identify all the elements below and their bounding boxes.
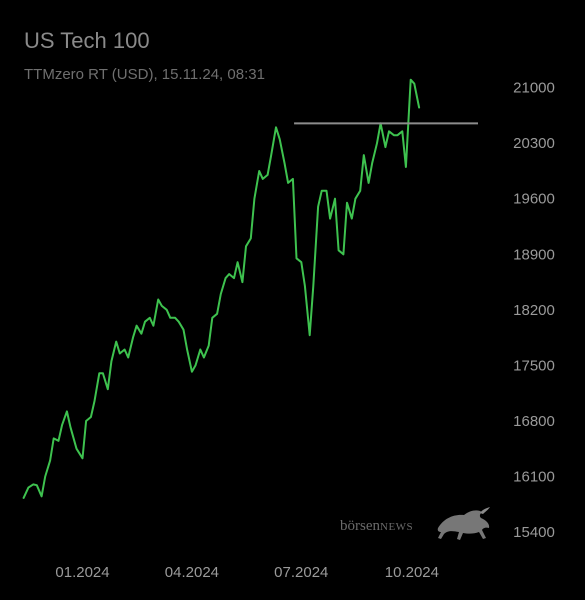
y-tick-label: 16800 bbox=[513, 413, 555, 430]
watermark: börsenNEWS bbox=[340, 507, 492, 544]
x-tick-label: 04.2024 bbox=[165, 564, 219, 581]
y-tick-label: 21000 bbox=[513, 80, 555, 97]
y-tick-label: 18200 bbox=[513, 302, 555, 319]
watermark-brand-upper: NEWS bbox=[380, 521, 414, 533]
chart-subtitle: TTMzero RT (USD), 15.11.24, 08:31 bbox=[24, 66, 265, 83]
x-tick-label: 01.2024 bbox=[55, 564, 109, 581]
watermark-brand-lower: börsen bbox=[340, 518, 380, 534]
y-axis: 21000 20300 19600 18900 18200 17500 16800 16100… bbox=[513, 80, 555, 541]
y-tick-label: 15400 bbox=[513, 524, 555, 541]
x-tick-label: 07.2024 bbox=[274, 564, 328, 581]
y-tick-label: 17500 bbox=[513, 357, 555, 374]
chart-title: US Tech 100 bbox=[24, 28, 150, 53]
series-line bbox=[22, 78, 421, 499]
y-tick-label: 18900 bbox=[513, 246, 555, 263]
x-axis: 01.2024 04.2024 07.2024 10.2024 bbox=[55, 564, 439, 581]
y-tick-label: 16100 bbox=[513, 469, 555, 486]
watermark-text: börsenNEWS bbox=[340, 518, 413, 535]
y-tick-label: 19600 bbox=[513, 191, 555, 208]
y-tick-label: 20300 bbox=[513, 135, 555, 152]
x-tick-label: 10.2024 bbox=[385, 564, 439, 581]
bull-icon bbox=[437, 507, 490, 540]
